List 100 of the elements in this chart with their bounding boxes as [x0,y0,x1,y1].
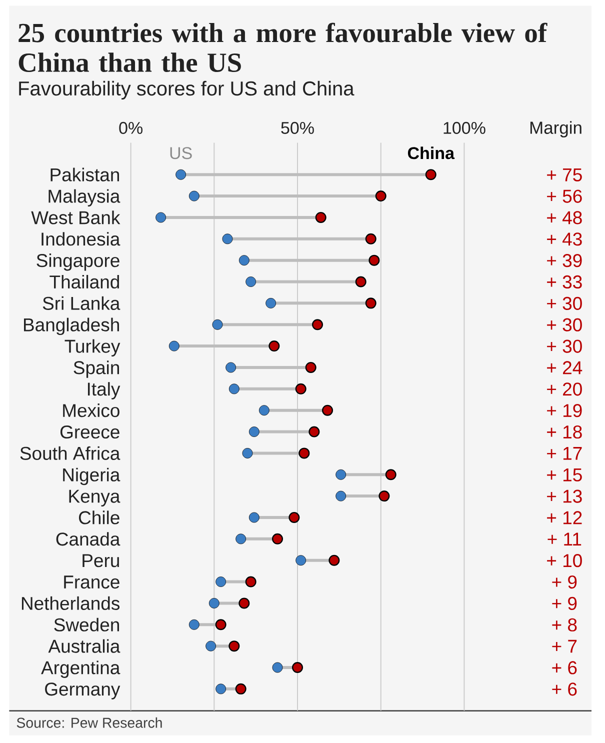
text: + 18 [547,425,582,439]
point [222,234,233,244]
chart-subtitle: Favourability scores for US and China [19,80,354,100]
point [208,598,220,608]
point [228,384,240,394]
point [385,469,396,480]
y-tick-label: Sri Lanka [42,296,120,310]
series-label: China [408,146,455,160]
point [258,405,270,416]
point [216,576,226,587]
y-tick-label: Spain [74,360,119,378]
text: + 33 [547,275,582,289]
text: + 30 [547,340,582,353]
text: + 13 [547,490,582,503]
text: + 48 [547,211,582,224]
source-note: Source: Pew Research [16,717,162,728]
point [245,576,256,588]
point [425,169,436,180]
text: + 24 [547,361,582,374]
y-tick-label: Peru [82,554,119,568]
y-tick-label: Canada [56,532,120,546]
text: + 39 [547,254,582,268]
point [272,662,283,673]
point [368,254,380,266]
text: + 9 [552,575,577,589]
point [235,683,246,694]
y-tick-label: Chile [78,510,120,524]
text: + 30 [547,318,582,332]
point [296,555,306,566]
y-tick-label: Mexico [63,404,120,418]
point [215,619,226,630]
point [176,169,186,180]
point [248,512,260,523]
y-tick-label: Kenya [69,490,120,506]
point [248,426,260,437]
text: + 6 [552,682,577,696]
chart-title: 25 countries with a more favourable view of China than the US [18,22,548,72]
text: + 7 [552,640,577,653]
text: + 10 [547,554,582,568]
x-tick-label: 0% [119,122,142,134]
point [238,255,250,266]
point [355,276,366,288]
text: + 8 [552,618,577,632]
point [238,598,250,609]
point [315,212,326,223]
point [322,404,334,416]
y-tick-label: Australia [48,639,120,653]
point [272,533,283,544]
point [365,298,376,309]
y-tick-label: Italy [88,382,120,400]
y-tick-label: Turkey [64,339,120,356]
point [206,640,216,652]
point [295,383,306,394]
y-tick-label: Bangladesh [24,318,119,336]
text: + 12 [547,511,582,524]
point [288,512,300,523]
point [246,276,256,287]
text: + 11 [548,532,582,546]
text: + 9 [552,596,577,610]
text: + 43 [547,232,582,246]
text: + 30 [547,296,582,310]
y-tick-label: Thailand [50,274,119,289]
point [226,362,236,373]
point [378,490,390,502]
point [312,319,324,330]
y-tick-label: South Africa [20,446,120,460]
point [242,448,253,458]
text: + 17 [547,447,582,460]
point [188,190,200,202]
text: + 19 [547,404,582,418]
point [156,212,166,223]
x-tick-label: 100% [444,122,486,134]
y-tick-label: Malaysia [48,189,120,206]
point [268,340,280,352]
point [328,554,340,566]
y-tick-label: Greece [60,425,120,439]
y-tick-label: Sweden [54,618,119,632]
point [336,469,346,480]
y-tick-label: Netherlands [22,596,120,610]
text: + 75 [547,168,582,182]
text: + 6 [552,661,577,674]
y-tick-label: Indonesia [42,232,120,246]
y-tick-label: West Bank [31,210,120,224]
point [305,362,316,373]
point [336,490,346,502]
point [236,534,246,544]
point [375,190,386,202]
series-label: US [170,147,192,160]
point [212,319,223,330]
text: + 20 [547,382,582,396]
text: Margin [530,121,582,138]
point [228,640,240,652]
y-tick-label: Pakistan [50,168,119,182]
point [292,662,303,673]
y-tick-label: Singapore [36,254,120,271]
point [188,619,200,630]
y-tick-label: Germany [45,682,120,700]
point [266,298,276,308]
text: + 15 [547,468,582,482]
y-tick-label: France [64,576,120,589]
